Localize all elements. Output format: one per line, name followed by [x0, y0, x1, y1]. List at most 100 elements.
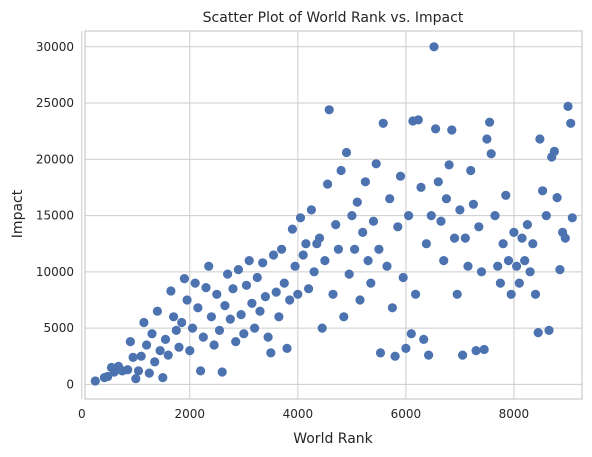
data-point [128, 352, 138, 362]
data-point [468, 199, 478, 209]
data-point [177, 317, 187, 328]
data-point [306, 205, 316, 215]
y-tick-label: 30000 [36, 40, 74, 54]
data-point [522, 220, 533, 230]
data-point [419, 334, 429, 344]
data-point [155, 346, 165, 356]
data-point [217, 367, 227, 377]
data-point [490, 211, 500, 221]
data-point [447, 125, 457, 135]
data-point [390, 351, 400, 361]
data-point [282, 343, 292, 353]
data-point [463, 261, 473, 271]
y-axis-label: Impact [10, 189, 26, 238]
data-point [258, 258, 268, 268]
data-point [517, 233, 527, 243]
data-point [301, 239, 311, 249]
data-point [382, 261, 392, 271]
data-point [429, 42, 439, 52]
data-point [317, 323, 327, 333]
data-point [393, 222, 403, 232]
data-point [506, 289, 516, 299]
data-point [268, 250, 279, 260]
data-point [169, 312, 179, 322]
data-point [182, 295, 192, 305]
data-point [358, 227, 368, 237]
plot-frame [84, 30, 583, 400]
data-point [533, 328, 543, 338]
data-point [220, 301, 230, 311]
data-point [328, 289, 338, 299]
data-point [424, 350, 434, 360]
y-tick-label: 5000 [43, 321, 74, 335]
data-point [263, 332, 273, 342]
data-point [401, 343, 411, 353]
data-point [498, 239, 508, 249]
data-point [236, 310, 246, 320]
data-point [520, 256, 530, 266]
chart-title: Scatter Plot of World Rank vs. Impact [203, 10, 464, 26]
data-point [479, 344, 489, 355]
data-point [530, 289, 541, 299]
data-point [368, 216, 379, 226]
x-tick-label: 2000 [175, 407, 206, 421]
data-point [274, 312, 284, 322]
data-point [360, 177, 370, 187]
data-point [133, 366, 144, 376]
data-point [287, 224, 297, 234]
data-point [350, 244, 360, 254]
data-point [271, 287, 281, 297]
data-point [375, 348, 386, 358]
data-point [347, 211, 357, 221]
data-point [528, 239, 538, 249]
data-point [511, 261, 522, 271]
data-point [158, 373, 168, 383]
data-point [514, 278, 524, 288]
data-point [171, 325, 181, 335]
data-point [142, 340, 152, 350]
x-tick-label: 6000 [391, 407, 422, 421]
data-point [90, 376, 100, 386]
data-point [439, 256, 449, 266]
data-point [201, 283, 211, 293]
data-point [366, 278, 376, 288]
data-point [474, 222, 484, 232]
data-point [212, 289, 222, 299]
data-point [378, 118, 388, 128]
data-point [298, 250, 308, 260]
data-point [147, 329, 157, 339]
data-point [209, 340, 219, 350]
data-point [260, 292, 270, 302]
data-point [363, 256, 373, 266]
data-point [413, 115, 423, 125]
data-point [233, 265, 243, 275]
data-point [433, 177, 443, 187]
data-point [193, 303, 203, 313]
x-tick-label: 4000 [283, 407, 314, 421]
data-point [185, 346, 195, 356]
data-point [198, 332, 208, 342]
data-point [103, 371, 113, 382]
data-point [431, 124, 441, 134]
data-point [416, 182, 426, 192]
data-point [225, 314, 235, 324]
data-point [166, 286, 176, 296]
y-tick-label: 25000 [36, 96, 74, 110]
data-point [123, 365, 133, 375]
data-point [560, 233, 570, 243]
data-point [387, 303, 397, 313]
data-point [285, 295, 295, 305]
data-point [503, 256, 514, 266]
data-point [466, 165, 476, 176]
y-tick-label: 0 [66, 377, 74, 391]
data-point [293, 289, 303, 299]
data-point [555, 265, 565, 275]
data-point [160, 334, 171, 344]
data-point [339, 312, 349, 322]
data-point [444, 160, 454, 170]
data-point [279, 278, 289, 288]
data-point [223, 269, 233, 279]
data-point [255, 306, 265, 316]
data-point [509, 227, 519, 237]
data-point [331, 220, 341, 230]
